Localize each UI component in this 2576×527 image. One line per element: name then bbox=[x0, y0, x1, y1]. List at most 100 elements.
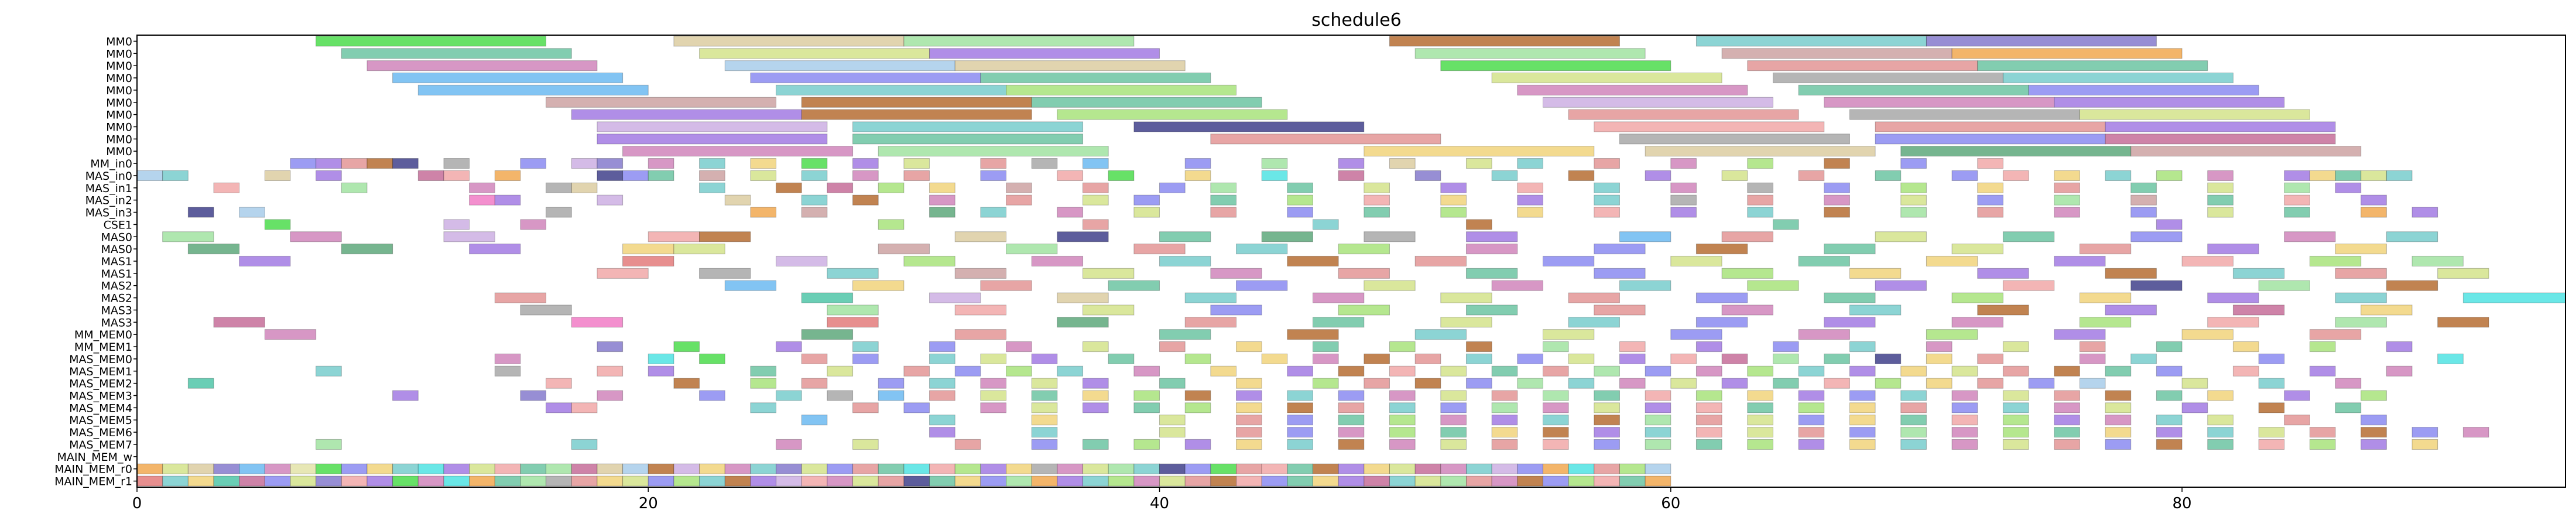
schedule-bar bbox=[2207, 244, 2259, 255]
schedule-bar bbox=[1900, 427, 1927, 438]
schedule-bar bbox=[162, 170, 189, 182]
schedule-bar bbox=[878, 390, 905, 401]
schedule-bar bbox=[239, 463, 265, 474]
schedule-bar bbox=[1517, 182, 1543, 193]
schedule-bar bbox=[724, 475, 751, 487]
schedule-bar bbox=[1261, 158, 1288, 169]
schedule-bar bbox=[1568, 463, 1595, 474]
schedule-bar bbox=[776, 439, 802, 450]
schedule-bar bbox=[1926, 341, 1952, 353]
schedule-bar bbox=[469, 244, 521, 255]
schedule-bar bbox=[1875, 170, 1902, 182]
schedule-bar bbox=[1287, 415, 1314, 426]
schedule-bar bbox=[2309, 255, 2362, 267]
schedule-bar bbox=[2054, 415, 2080, 426]
schedule-bar bbox=[417, 170, 444, 182]
row-label: MM_in0 bbox=[90, 158, 132, 170]
schedule-bar bbox=[1440, 463, 1467, 474]
schedule-bar bbox=[929, 378, 955, 389]
schedule-bar bbox=[2156, 170, 2183, 182]
schedule-bar bbox=[2156, 219, 2183, 230]
schedule-bar bbox=[443, 219, 470, 230]
schedule-bar bbox=[980, 158, 1007, 169]
row-label: MAS_in2 bbox=[85, 194, 132, 207]
schedule-bar bbox=[1875, 121, 2106, 132]
schedule-bar bbox=[1824, 292, 1876, 303]
schedule-bar bbox=[980, 72, 1211, 84]
schedule-bar bbox=[2130, 207, 2157, 218]
schedule-bar bbox=[1594, 182, 1620, 193]
schedule-bar bbox=[2411, 439, 2438, 450]
schedule-bar bbox=[2207, 194, 2234, 206]
schedule-bar bbox=[801, 97, 1032, 108]
schedule-bar bbox=[1951, 48, 2183, 59]
x-tick-label: 80 bbox=[2173, 495, 2192, 512]
schedule-bar bbox=[878, 182, 905, 193]
schedule-bar bbox=[469, 194, 495, 206]
schedule-bar bbox=[1747, 60, 1978, 71]
schedule-bar bbox=[1031, 158, 1058, 169]
schedule-bar bbox=[1414, 378, 1441, 389]
schedule-bar bbox=[1210, 365, 1237, 377]
schedule-bar bbox=[2105, 365, 2132, 377]
schedule-bar bbox=[2207, 415, 2234, 426]
schedule-bar bbox=[1594, 402, 1620, 413]
row-label: MM0 bbox=[106, 109, 132, 122]
schedule-bar bbox=[1261, 475, 1288, 487]
schedule-bar bbox=[1670, 207, 1697, 218]
schedule-bar bbox=[2437, 353, 2464, 364]
schedule-bar bbox=[1083, 463, 1109, 474]
schedule-bar bbox=[2156, 365, 2183, 377]
schedule-bar bbox=[2054, 390, 2080, 401]
schedule-bar bbox=[1542, 463, 1569, 474]
schedule-bar bbox=[1057, 463, 1084, 474]
schedule-bar bbox=[2130, 182, 2157, 193]
schedule-bar bbox=[1031, 402, 1058, 413]
schedule-bar bbox=[2309, 170, 2336, 182]
schedule-bar bbox=[1364, 280, 1416, 291]
schedule-bar bbox=[903, 170, 930, 182]
schedule-bar bbox=[2258, 378, 2285, 389]
schedule-bar bbox=[1542, 475, 1569, 487]
schedule-bar bbox=[1236, 439, 1262, 450]
schedule-bar bbox=[801, 194, 828, 206]
schedule-bar bbox=[2361, 194, 2387, 206]
schedule-bar bbox=[264, 329, 317, 340]
schedule-bar bbox=[1465, 158, 1492, 169]
schedule-bar bbox=[1670, 353, 1697, 364]
schedule-bar bbox=[1594, 268, 1646, 279]
schedule-bar bbox=[1159, 255, 1211, 267]
schedule-bar bbox=[750, 463, 777, 474]
schedule-bar bbox=[1083, 439, 1109, 450]
schedule-bar bbox=[1083, 194, 1109, 206]
schedule-bar bbox=[1159, 475, 1186, 487]
schedule-bar bbox=[213, 182, 240, 193]
schedule-bar bbox=[341, 244, 393, 255]
row-label: MM_MEM1 bbox=[74, 341, 132, 354]
schedule-bar bbox=[1287, 402, 1314, 413]
schedule-bar bbox=[546, 402, 572, 413]
schedule-bar bbox=[443, 158, 470, 169]
schedule-bar bbox=[1491, 463, 1518, 474]
schedule-bar bbox=[1798, 439, 1825, 450]
schedule-bar bbox=[1798, 84, 2029, 95]
schedule-bar bbox=[1159, 231, 1211, 242]
schedule-bar bbox=[1772, 219, 1799, 230]
x-tick-label: 60 bbox=[1661, 495, 1680, 512]
schedule-bar bbox=[1670, 329, 1722, 340]
schedule-bar bbox=[2386, 280, 2438, 291]
schedule-bar bbox=[187, 207, 214, 218]
x-tick-label: 40 bbox=[1150, 495, 1169, 512]
schedule-bar bbox=[1261, 463, 1288, 474]
schedule-bar bbox=[2028, 378, 2055, 389]
schedule-bar bbox=[852, 134, 1084, 145]
schedule-bar bbox=[1594, 158, 1620, 169]
schedule-bar bbox=[1977, 207, 2003, 218]
schedule-bar bbox=[827, 365, 854, 377]
schedule-bar bbox=[1465, 378, 1492, 389]
schedule-bar bbox=[1414, 353, 1441, 364]
schedule-bar bbox=[1849, 427, 1876, 438]
schedule-bar bbox=[597, 121, 828, 132]
schedule-bar bbox=[2156, 415, 2183, 426]
schedule-bar bbox=[341, 158, 368, 169]
